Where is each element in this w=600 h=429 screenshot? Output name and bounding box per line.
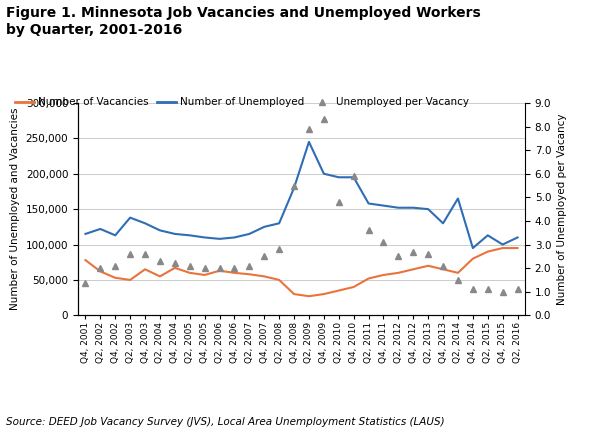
Unemployed per Vacancy <box>365 228 372 233</box>
Number of Unemployed <box>410 205 417 210</box>
Number of Unemployed <box>305 139 313 145</box>
Number of Vacancies <box>275 277 283 282</box>
Unemployed per Vacancy <box>335 199 343 205</box>
Number of Vacancies <box>335 288 343 293</box>
Number of Vacancies <box>439 267 446 272</box>
Unemployed per Vacancy <box>305 126 313 131</box>
Unemployed per Vacancy <box>142 251 149 257</box>
Number of Unemployed <box>246 231 253 236</box>
Text: Source: DEED Job Vacancy Survey (JVS), Local Area Unemployment Statistics (LAUS): Source: DEED Job Vacancy Survey (JVS), L… <box>6 417 445 427</box>
Number of Vacancies <box>305 293 313 299</box>
Number of Vacancies <box>320 292 328 297</box>
Unemployed per Vacancy <box>410 249 417 254</box>
Unemployed per Vacancy <box>127 251 134 257</box>
Unemployed per Vacancy <box>246 263 253 269</box>
Number of Vacancies <box>260 274 268 279</box>
Text: Figure 1. Minnesota Job Vacancies and Unemployed Workers
by Quarter, 2001-2016: Figure 1. Minnesota Job Vacancies and Un… <box>6 6 481 36</box>
Number of Vacancies <box>127 277 134 282</box>
Number of Vacancies <box>201 272 208 278</box>
Number of Unemployed <box>260 224 268 230</box>
Unemployed per Vacancy <box>171 261 178 266</box>
Number of Unemployed <box>127 215 134 220</box>
Number of Vacancies <box>231 270 238 275</box>
Unemployed per Vacancy <box>454 277 461 282</box>
Number of Vacancies <box>469 256 476 261</box>
Number of Unemployed <box>171 231 178 236</box>
Number of Vacancies <box>142 267 149 272</box>
Number of Vacancies <box>425 263 432 269</box>
Number of Unemployed <box>216 236 223 242</box>
Unemployed per Vacancy <box>350 173 357 178</box>
Number of Unemployed <box>365 201 372 206</box>
Unemployed per Vacancy <box>157 258 164 263</box>
Unemployed per Vacancy <box>484 287 491 292</box>
Number of Vacancies <box>246 272 253 277</box>
Unemployed per Vacancy <box>112 263 119 269</box>
Number of Vacancies <box>395 270 402 275</box>
Line: Number of Vacancies: Number of Vacancies <box>85 248 518 296</box>
Unemployed per Vacancy <box>216 266 223 271</box>
Line: Number of Unemployed: Number of Unemployed <box>85 142 518 248</box>
Number of Unemployed <box>484 233 491 238</box>
Unemployed per Vacancy <box>469 287 476 292</box>
Number of Vacancies <box>171 265 178 270</box>
Unemployed per Vacancy <box>231 266 238 271</box>
Number of Unemployed <box>186 233 193 238</box>
Unemployed per Vacancy <box>97 266 104 271</box>
Number of Unemployed <box>82 231 89 236</box>
Number of Vacancies <box>350 284 357 290</box>
Number of Unemployed <box>395 205 402 210</box>
Unemployed per Vacancy <box>380 239 387 245</box>
Unemployed per Vacancy <box>514 287 521 292</box>
Number of Unemployed <box>275 221 283 226</box>
Number of Vacancies <box>97 269 104 274</box>
Line: Unemployed per Vacancy: Unemployed per Vacancy <box>82 116 521 295</box>
Unemployed per Vacancy <box>439 263 446 269</box>
Number of Unemployed <box>469 245 476 251</box>
Number of Unemployed <box>231 235 238 240</box>
Number of Vacancies <box>186 270 193 275</box>
Unemployed per Vacancy <box>275 247 283 252</box>
Number of Vacancies <box>514 245 521 251</box>
Number of Vacancies <box>499 245 506 251</box>
Unemployed per Vacancy <box>82 281 89 286</box>
Number of Vacancies <box>454 270 461 275</box>
Number of Unemployed <box>112 233 119 238</box>
Number of Vacancies <box>365 276 372 281</box>
Unemployed per Vacancy <box>425 251 432 257</box>
Number of Vacancies <box>216 268 223 273</box>
Number of Vacancies <box>112 275 119 281</box>
Number of Unemployed <box>499 242 506 247</box>
Y-axis label: Number of Unemployed per Vacancy: Number of Unemployed per Vacancy <box>557 113 567 305</box>
Number of Vacancies <box>484 249 491 254</box>
Number of Unemployed <box>157 228 164 233</box>
Number of Unemployed <box>350 175 357 180</box>
Number of Unemployed <box>290 185 298 190</box>
Number of Vacancies <box>82 257 89 263</box>
Number of Unemployed <box>97 227 104 232</box>
Number of Unemployed <box>335 175 343 180</box>
Number of Vacancies <box>410 267 417 272</box>
Number of Unemployed <box>142 221 149 226</box>
Unemployed per Vacancy <box>201 266 208 271</box>
Number of Unemployed <box>439 221 446 226</box>
Number of Unemployed <box>201 235 208 240</box>
Number of Unemployed <box>380 203 387 208</box>
Number of Vacancies <box>157 274 164 279</box>
Number of Unemployed <box>425 206 432 211</box>
Y-axis label: Number of Unemployed and Vacancies: Number of Unemployed and Vacancies <box>10 108 20 311</box>
Number of Unemployed <box>514 235 521 240</box>
Unemployed per Vacancy <box>320 117 328 122</box>
Number of Unemployed <box>454 196 461 201</box>
Number of Vacancies <box>380 272 387 278</box>
Unemployed per Vacancy <box>290 183 298 188</box>
Unemployed per Vacancy <box>186 263 193 269</box>
Unemployed per Vacancy <box>395 254 402 259</box>
Unemployed per Vacancy <box>260 254 268 259</box>
Number of Vacancies <box>290 292 298 297</box>
Number of Unemployed <box>320 171 328 176</box>
Unemployed per Vacancy <box>499 289 506 294</box>
Legend: Number of Vacancies, Number of Unemployed, Unemployed per Vacancy: Number of Vacancies, Number of Unemploye… <box>11 93 473 112</box>
